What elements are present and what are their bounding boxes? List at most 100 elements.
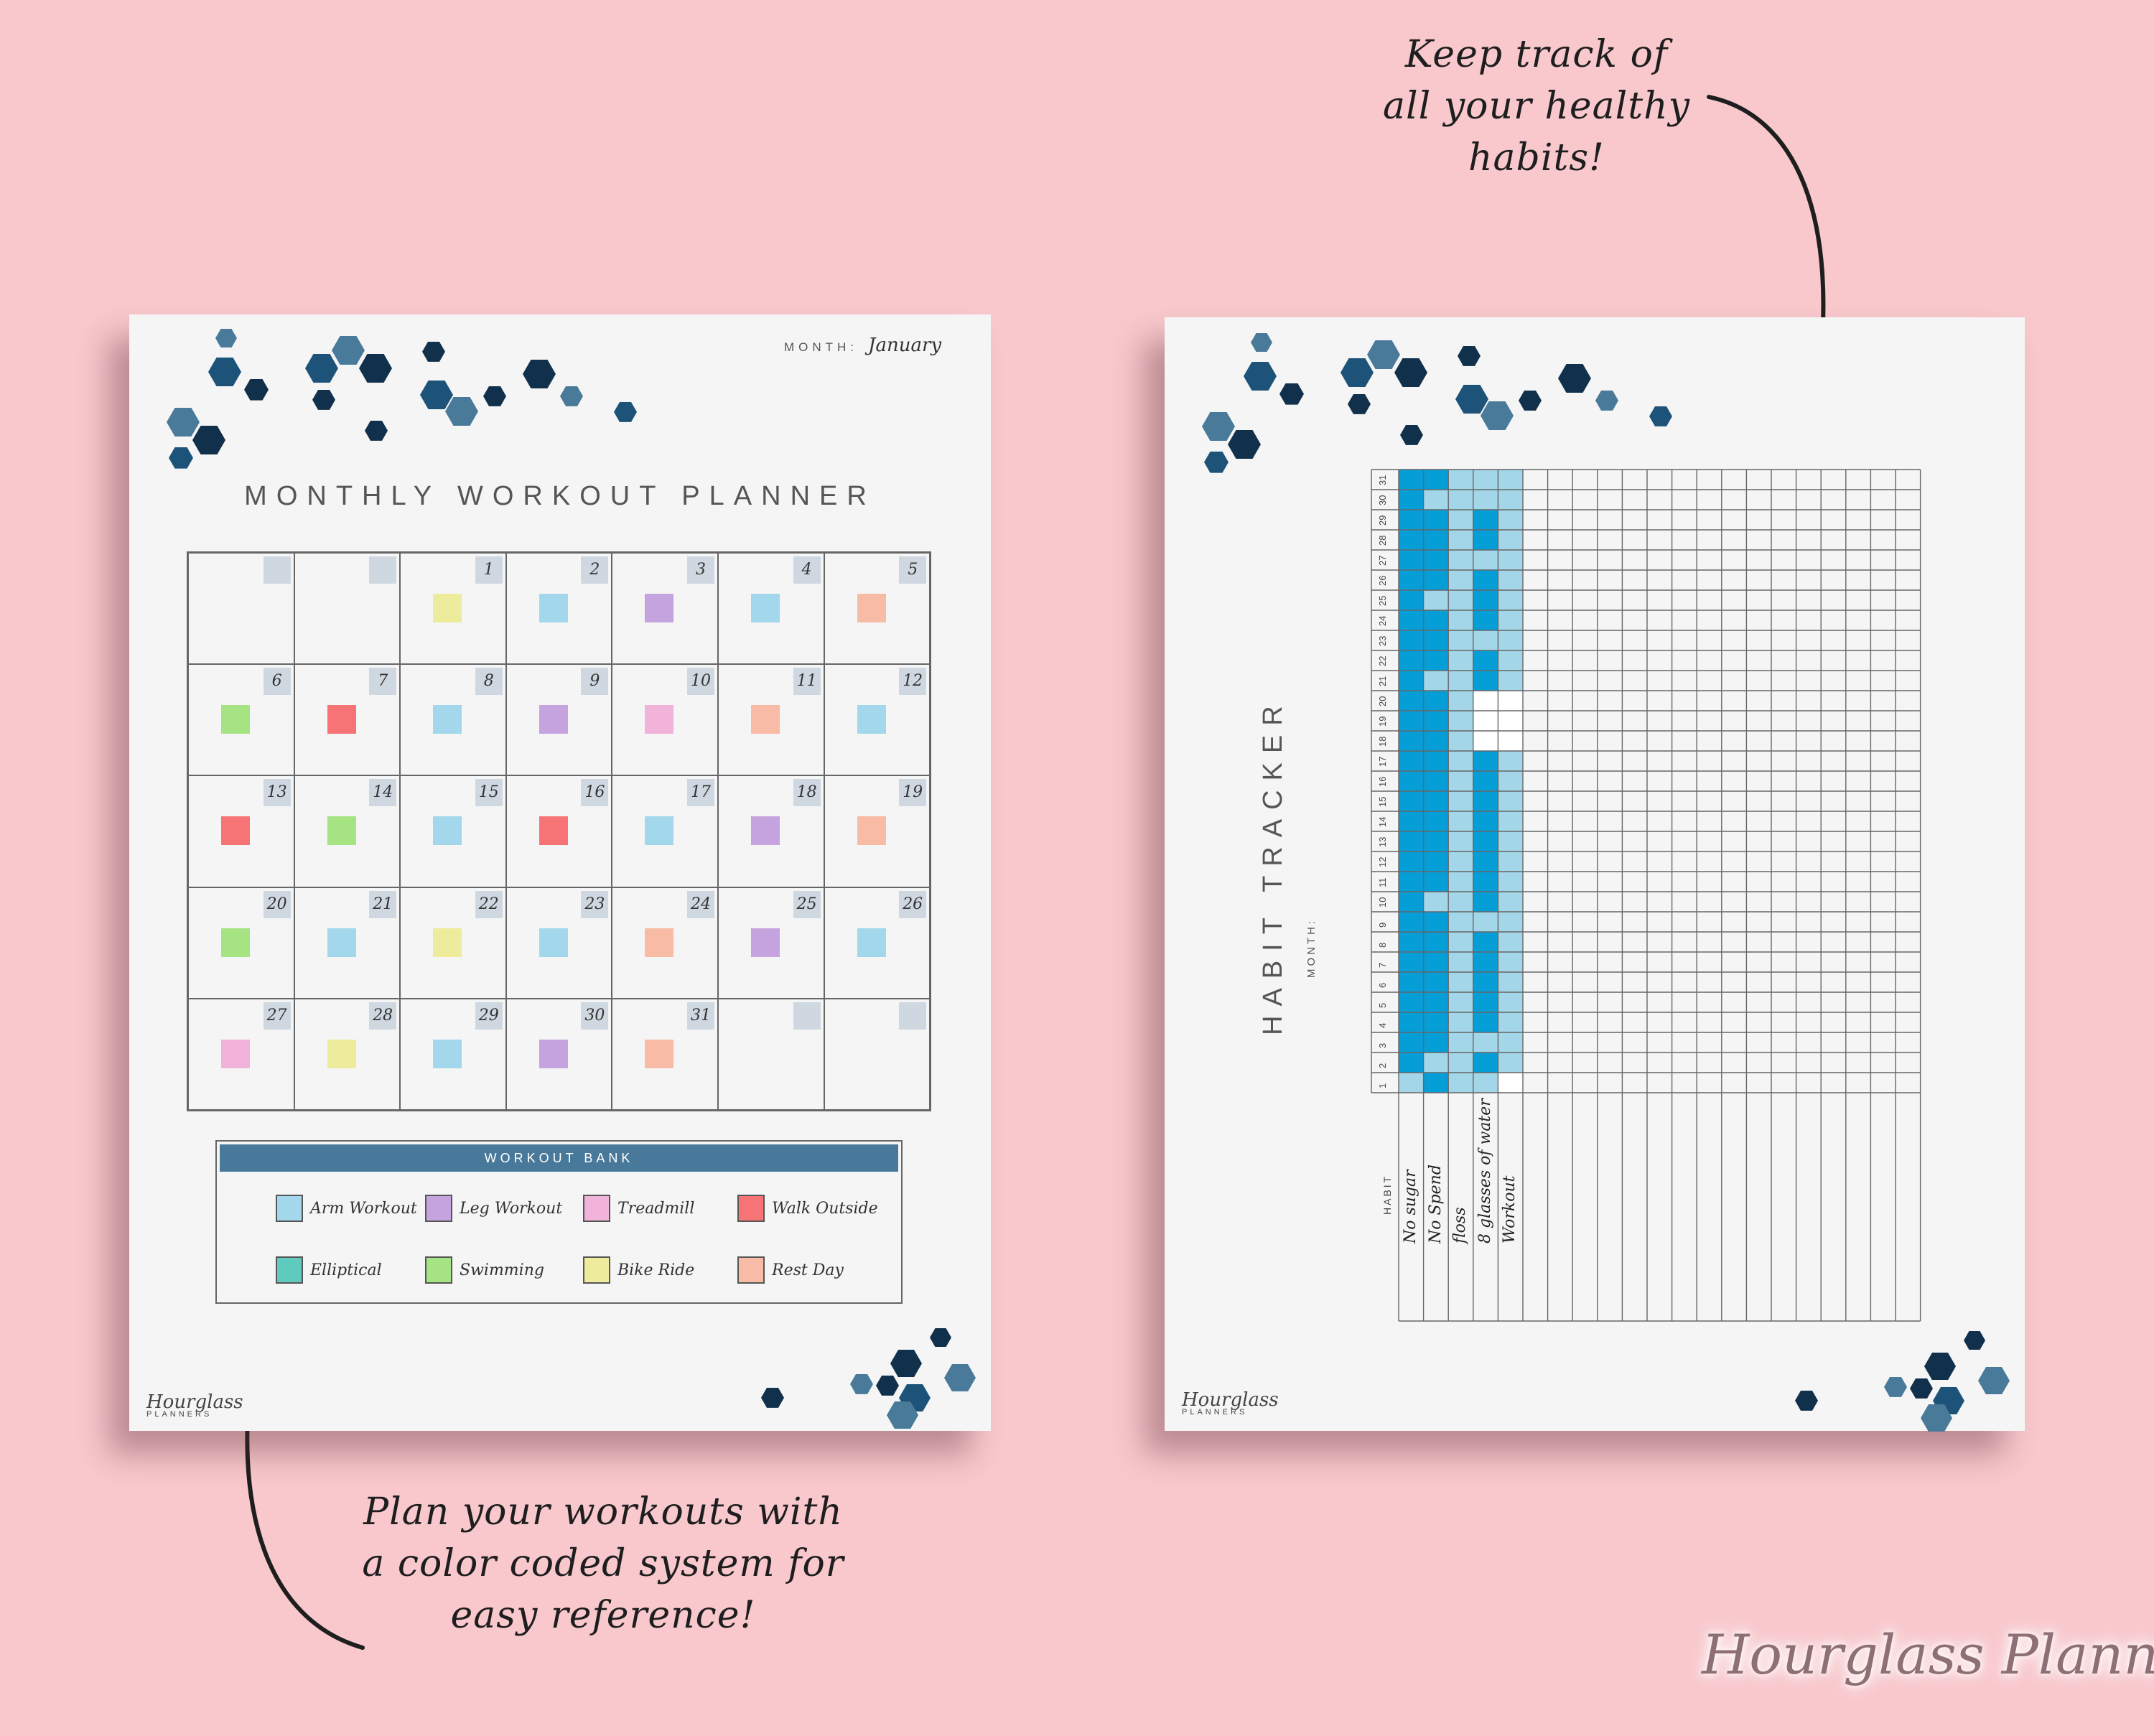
habit-cell[interactable]	[1448, 831, 1473, 851]
habit-cell[interactable]	[1424, 1073, 1449, 1093]
habit-cell[interactable]	[1498, 510, 1523, 530]
calendar-day-cell[interactable]: 24	[612, 887, 718, 999]
habit-cell[interactable]	[1424, 972, 1449, 992]
habit-cell[interactable]	[1424, 1032, 1449, 1053]
habit-cell[interactable]	[1399, 530, 1424, 550]
habit-cell[interactable]	[1473, 550, 1498, 570]
habit-label[interactable]: 8 glasses of water	[1476, 1098, 1494, 1243]
calendar-day-cell[interactable]: 20	[188, 887, 294, 999]
habit-cell[interactable]	[1473, 751, 1498, 771]
calendar-day-cell[interactable]: 29	[400, 999, 506, 1110]
habit-cell[interactable]	[1399, 711, 1424, 731]
calendar-day-cell[interactable]: 4	[718, 553, 824, 664]
habit-cell[interactable]	[1473, 1073, 1498, 1093]
habit-cell[interactable]	[1399, 791, 1424, 811]
habit-cell[interactable]	[1448, 992, 1473, 1012]
habit-cell[interactable]	[1473, 530, 1498, 550]
habit-cell[interactable]	[1448, 972, 1473, 992]
habit-cell[interactable]	[1473, 630, 1498, 650]
habit-cell[interactable]	[1473, 791, 1498, 811]
habit-cell[interactable]	[1399, 590, 1424, 610]
calendar-day-cell[interactable]	[718, 999, 824, 1110]
habit-cell[interactable]	[1424, 811, 1449, 831]
calendar-day-cell[interactable]: 9	[506, 664, 612, 775]
calendar-day-cell[interactable]: 10	[612, 664, 718, 775]
habit-cell[interactable]	[1498, 550, 1523, 570]
habit-cell[interactable]	[1399, 691, 1424, 711]
habit-cell[interactable]	[1448, 630, 1473, 650]
calendar-day-cell[interactable]: 30	[506, 999, 612, 1110]
habit-cell[interactable]	[1448, 510, 1473, 530]
habit-cell[interactable]	[1399, 872, 1424, 892]
habit-cell[interactable]	[1498, 751, 1523, 771]
habit-cell[interactable]	[1399, 1032, 1424, 1053]
habit-cell[interactable]	[1473, 892, 1498, 912]
calendar-day-cell[interactable]: 1	[400, 553, 506, 664]
habit-cell[interactable]	[1448, 731, 1473, 751]
habit-cell[interactable]	[1498, 851, 1523, 872]
habit-cell[interactable]	[1424, 1012, 1449, 1032]
habit-cell[interactable]	[1448, 711, 1473, 731]
calendar-day-cell[interactable]: 11	[718, 664, 824, 775]
habit-cell[interactable]	[1448, 851, 1473, 872]
habit-cell[interactable]	[1424, 490, 1449, 510]
habit-cell[interactable]	[1473, 570, 1498, 590]
calendar-day-cell[interactable]: 5	[824, 553, 931, 664]
habit-label[interactable]: No Spend	[1427, 1165, 1445, 1243]
habit-cell[interactable]	[1498, 490, 1523, 510]
habit-cell[interactable]	[1473, 1012, 1498, 1032]
habit-cell[interactable]	[1399, 1012, 1424, 1032]
habit-cell[interactable]	[1473, 972, 1498, 992]
habit-cell[interactable]	[1448, 952, 1473, 972]
habit-cell[interactable]	[1424, 912, 1449, 932]
habit-cell[interactable]	[1424, 791, 1449, 811]
habit-cell[interactable]	[1448, 811, 1473, 831]
habit-cell[interactable]	[1399, 771, 1424, 791]
habit-cell[interactable]	[1498, 590, 1523, 610]
habit-cell[interactable]	[1399, 630, 1424, 650]
habit-cell[interactable]	[1424, 992, 1449, 1012]
calendar-day-cell[interactable]: 16	[506, 775, 612, 887]
habit-cell[interactable]	[1473, 610, 1498, 630]
habit-cell[interactable]	[1424, 630, 1449, 650]
habit-cell[interactable]	[1498, 892, 1523, 912]
habit-cell[interactable]	[1399, 751, 1424, 771]
habit-cell[interactable]	[1498, 791, 1523, 811]
calendar-day-cell[interactable]: 26	[824, 887, 931, 999]
habit-cell[interactable]	[1498, 1012, 1523, 1032]
habit-cell[interactable]	[1498, 831, 1523, 851]
habit-cell[interactable]	[1473, 932, 1498, 952]
habit-cell[interactable]	[1473, 711, 1498, 731]
habit-cell[interactable]	[1498, 630, 1523, 650]
habit-cell[interactable]	[1448, 872, 1473, 892]
habit-cell[interactable]	[1448, 610, 1473, 630]
calendar-day-cell[interactable]: 14	[294, 775, 401, 887]
habit-cell[interactable]	[1448, 570, 1473, 590]
habit-cell[interactable]	[1473, 831, 1498, 851]
habit-cell[interactable]	[1473, 590, 1498, 610]
habit-cell[interactable]	[1498, 912, 1523, 932]
habit-cell[interactable]	[1399, 510, 1424, 530]
habit-cell[interactable]	[1498, 1073, 1523, 1093]
calendar-day-cell[interactable]	[188, 553, 294, 664]
habit-cell[interactable]	[1498, 671, 1523, 691]
habit-cell[interactable]	[1399, 811, 1424, 831]
habit-cell[interactable]	[1498, 530, 1523, 550]
habit-cell[interactable]	[1448, 590, 1473, 610]
habit-cell[interactable]	[1399, 570, 1424, 590]
calendar-day-cell[interactable]: 27	[188, 999, 294, 1110]
habit-cell[interactable]	[1399, 1053, 1424, 1073]
habit-cell[interactable]	[1424, 550, 1449, 570]
habit-cell[interactable]	[1498, 470, 1523, 490]
habit-cell[interactable]	[1473, 731, 1498, 751]
habit-cell[interactable]	[1448, 791, 1473, 811]
habit-cell[interactable]	[1498, 771, 1523, 791]
habit-cell[interactable]	[1424, 851, 1449, 872]
calendar-day-cell[interactable]: 28	[294, 999, 401, 1110]
habit-cell[interactable]	[1498, 691, 1523, 711]
habit-cell[interactable]	[1424, 932, 1449, 952]
habit-cell[interactable]	[1448, 691, 1473, 711]
habit-cell[interactable]	[1498, 972, 1523, 992]
habit-cell[interactable]	[1399, 992, 1424, 1012]
habit-cell[interactable]	[1424, 731, 1449, 751]
